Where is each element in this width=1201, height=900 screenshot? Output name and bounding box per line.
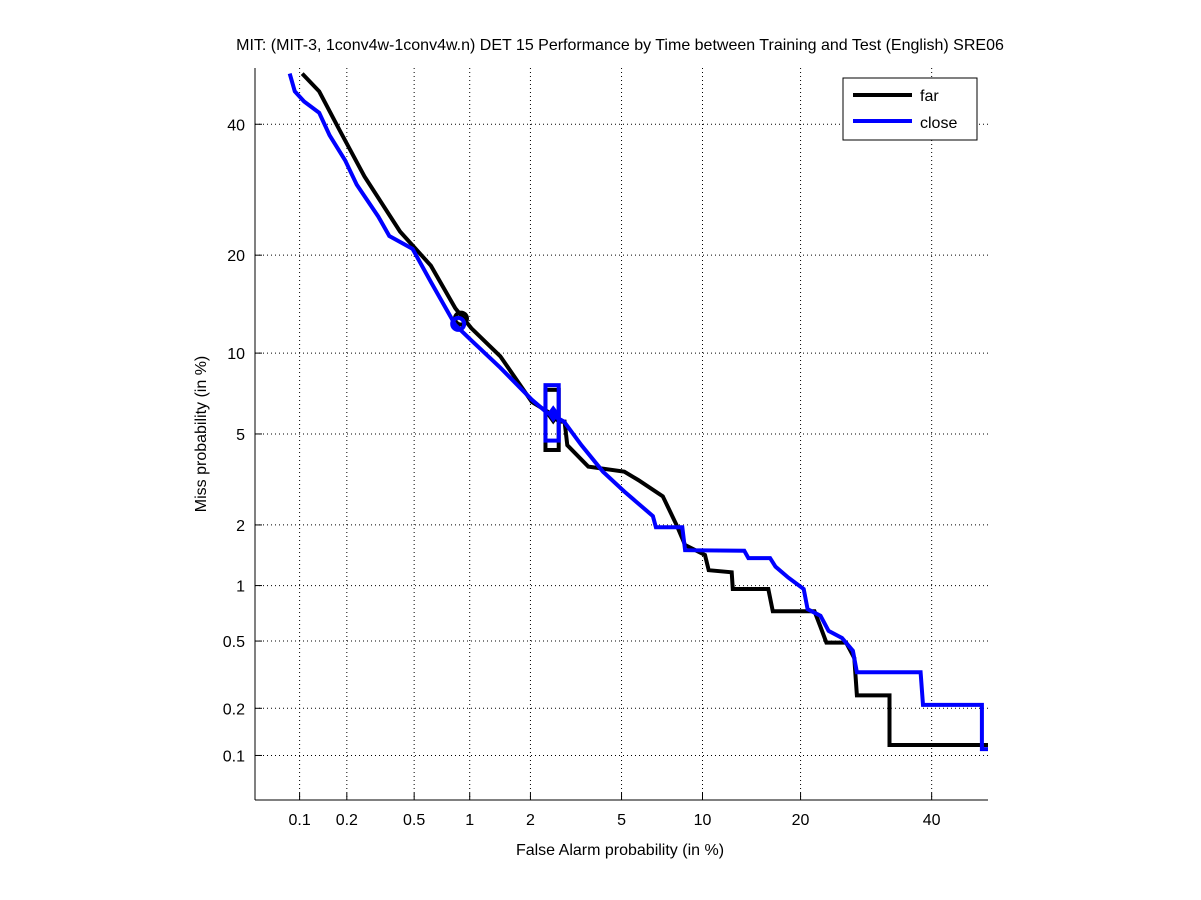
y-tick-label: 0.2 bbox=[223, 701, 245, 718]
y-tick-label: 2 bbox=[236, 518, 245, 535]
x-tick-label: 0.2 bbox=[336, 812, 358, 829]
y-tick-label: 0.1 bbox=[223, 748, 245, 765]
x-tick-label: 40 bbox=[923, 812, 941, 829]
chart-title: MIT: (MIT-3, 1conv4w-1conv4w.n) DET 15 P… bbox=[236, 37, 1004, 54]
series-layer bbox=[287, 72, 988, 752]
x-tick-label: 20 bbox=[792, 812, 810, 829]
x-tick-label: 10 bbox=[694, 812, 712, 829]
x-tick-label: 5 bbox=[617, 812, 626, 829]
series-line-far bbox=[300, 72, 988, 747]
y-tick-label: 40 bbox=[227, 117, 245, 134]
x-tick-label: 2 bbox=[526, 812, 535, 829]
y-tick-label: 20 bbox=[227, 248, 245, 265]
y-tick-label: 5 bbox=[236, 427, 245, 444]
plot-area bbox=[287, 72, 988, 752]
eer-marker-close bbox=[546, 405, 560, 423]
x-tick-label: 0.5 bbox=[403, 812, 425, 829]
y-tick-label: 10 bbox=[227, 346, 245, 363]
series-line-close bbox=[287, 73, 988, 752]
legend-label-close: close bbox=[920, 115, 957, 132]
y-axis-label: Miss probability (in %) bbox=[193, 356, 210, 512]
x-tick-label: 1 bbox=[465, 812, 474, 829]
y-tick-label: 0.5 bbox=[223, 634, 245, 651]
x-tick-label: 0.1 bbox=[288, 812, 310, 829]
axes: 0.1 0.2 0.5 1 2 5 10 20 40 0.1 0.2 0.5 1 2 5 10 20 40 bbox=[223, 68, 988, 829]
x-axis-label: False Alarm probability (in %) bbox=[516, 842, 724, 859]
legend-box bbox=[842, 77, 978, 141]
legend-label-far: far bbox=[920, 88, 939, 105]
legend: far close bbox=[842, 77, 978, 141]
confidence-box-close bbox=[543, 383, 561, 443]
y-tick-label: 1 bbox=[236, 579, 245, 596]
min-dcf-marker-close bbox=[450, 315, 467, 332]
